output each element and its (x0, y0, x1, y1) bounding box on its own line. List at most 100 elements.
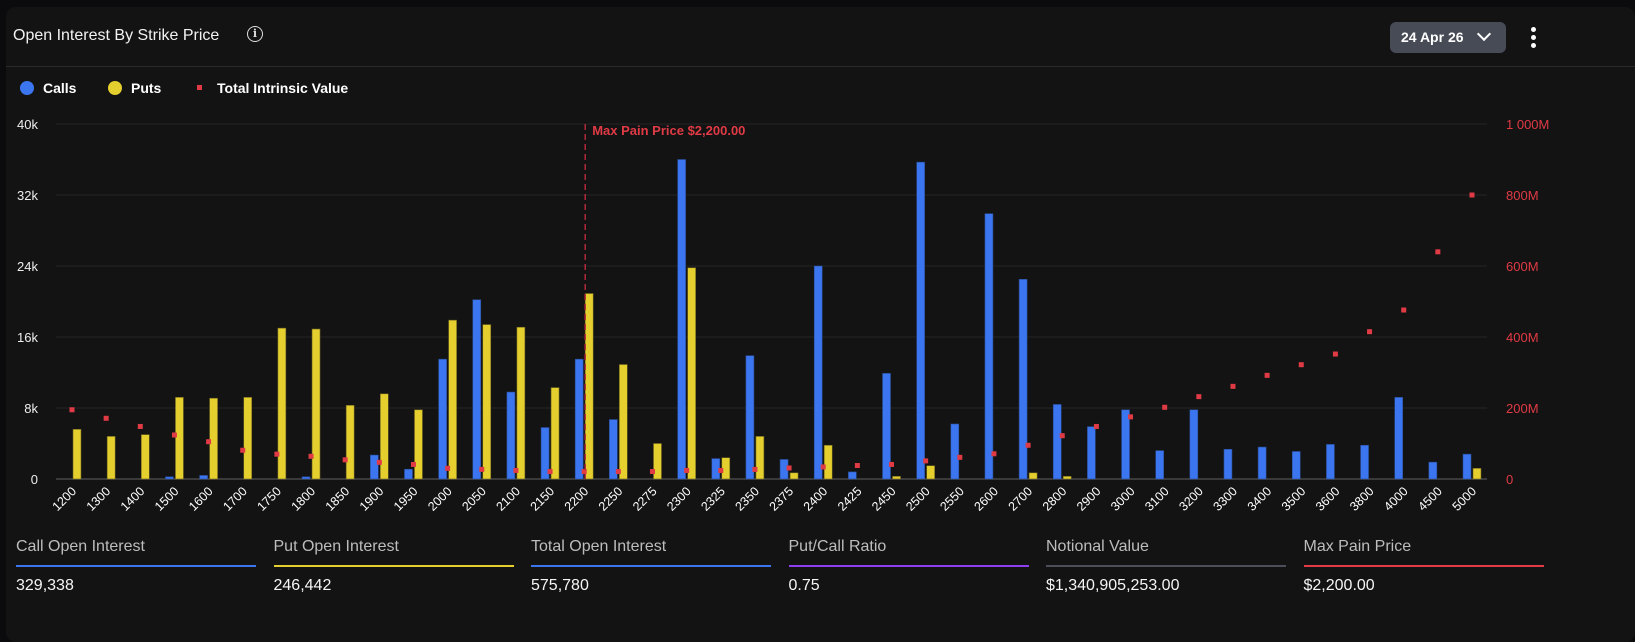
put-bar (243, 397, 253, 480)
calls-dot-icon (20, 81, 34, 95)
put-bar (72, 428, 82, 480)
stat-value: $2,200.00 (1303, 577, 1375, 594)
y-left-tick-label: 32k (17, 188, 38, 203)
call-bar (813, 265, 823, 480)
put-bar (106, 436, 116, 480)
intrinsic-value-point (1230, 383, 1236, 389)
call-bar (950, 423, 960, 480)
x-tick-label: 4000 (1381, 484, 1411, 514)
call-bar (984, 213, 994, 480)
put-bar (175, 397, 184, 480)
call-bar (1394, 397, 1404, 480)
x-tick-label: 2450 (869, 484, 899, 514)
put-bar (550, 387, 560, 480)
x-tick-label: 1950 (391, 484, 421, 514)
stat-underline (273, 565, 514, 567)
intrinsic-value-point (410, 461, 416, 467)
put-bar (345, 405, 355, 480)
stat-call-open-interest: Call Open Interest 329,338 (16, 538, 256, 595)
y-left-tick-label: 0 (31, 472, 38, 487)
put-bar (311, 328, 321, 480)
x-tick-label: 1800 (289, 484, 319, 514)
stat-notional-value: Notional Value $1,340,905,253.00 (1046, 538, 1286, 595)
call-bar (677, 159, 686, 480)
intrinsic-value-point (274, 451, 280, 457)
y-left-tick-label: 8k (24, 401, 38, 416)
info-icon[interactable]: i (247, 26, 263, 42)
intrinsic-value-point (581, 469, 587, 475)
y-left-tick-label: 16k (17, 330, 38, 345)
x-tick-label: 3000 (1108, 484, 1138, 514)
stat-value: 575,780 (531, 577, 589, 594)
put-bar (823, 444, 833, 480)
call-bar (1223, 448, 1233, 480)
intrinsic-value-point (513, 467, 519, 473)
intrinsic-value-point (240, 447, 246, 453)
x-tick-label: 2325 (698, 484, 728, 514)
call-bar (1052, 404, 1062, 480)
intrinsic-value-point (1332, 351, 1338, 357)
stat-value: 329,338 (16, 577, 74, 594)
intrinsic-value-point (1367, 329, 1373, 335)
call-bar (1326, 444, 1335, 480)
intrinsic-value-point (69, 407, 75, 413)
x-tick-label: 1400 (118, 484, 148, 514)
card-title: Open Interest By Strike Price (13, 27, 220, 44)
x-tick-label: 2900 (1074, 484, 1104, 514)
stat-label: Put Open Interest (273, 538, 399, 555)
legend-calls[interactable]: Calls (20, 80, 76, 96)
intrinsic-value-point (991, 451, 997, 457)
intrinsic-value-point (615, 469, 621, 475)
y-left-tick-label: 40k (17, 117, 38, 132)
stat-underline (788, 565, 1029, 567)
put-bar (380, 393, 389, 480)
expiry-date-dropdown[interactable]: 24 Apr 26 (1390, 22, 1506, 53)
x-tick-label: 1200 (50, 484, 80, 514)
x-tick-label: 2100 (493, 484, 523, 514)
stat-put-call-ratio: Put/Call Ratio 0.75 (788, 538, 1029, 595)
put-bar (653, 443, 662, 480)
intrinsic-value-point (1128, 414, 1134, 420)
stat-max-pain-price: Max Pain Price $2,200.00 (1303, 538, 1544, 595)
y-right-tick-label: 600M (1506, 259, 1539, 274)
more-options-icon[interactable] (1531, 27, 1537, 49)
x-tick-label: 2600 (972, 484, 1002, 514)
call-bar (1428, 461, 1438, 480)
call-bar (1291, 451, 1301, 480)
call-bar (506, 391, 516, 480)
call-bar (609, 419, 618, 480)
intrinsic-value-point (547, 469, 553, 475)
x-tick-label: 2700 (1006, 484, 1036, 514)
put-bar (482, 324, 492, 480)
x-tick-label: 5000 (1450, 484, 1480, 514)
x-tick-label: 3500 (1279, 484, 1309, 514)
x-tick-label: 2425 (835, 484, 865, 514)
legend-puts[interactable]: Puts (108, 80, 161, 96)
legend-intrinsic[interactable]: Total Intrinsic Value (197, 80, 348, 96)
intrinsic-value-point (1196, 394, 1202, 400)
intrinsic-value-point (103, 415, 109, 421)
x-tick-label: 4500 (1415, 484, 1445, 514)
intrinsic-value-point (923, 458, 929, 464)
call-bar (1018, 279, 1028, 480)
put-bar (755, 436, 765, 480)
stat-value: 246,442 (273, 577, 332, 594)
intrinsic-value-point (342, 457, 348, 463)
intrinsic-value-point (1401, 307, 1407, 313)
put-bar (789, 472, 799, 480)
stat-label: Notional Value (1046, 538, 1149, 555)
call-bar (540, 427, 550, 480)
x-tick-label: 3100 (1142, 484, 1172, 514)
put-bar (1472, 468, 1482, 480)
stat-total-open-interest: Total Open Interest 575,780 (531, 538, 771, 595)
stat-label: Total Open Interest (531, 538, 667, 555)
y-right-tick-label: 800M (1506, 188, 1539, 203)
put-bar (140, 434, 150, 480)
intrinsic-value-point (171, 432, 177, 438)
call-bar (472, 299, 482, 480)
stat-value: $1,340,905,253.00 (1046, 577, 1180, 594)
x-tick-label: 2350 (732, 484, 762, 514)
put-bar (619, 364, 628, 480)
intrinsic-value-point (1469, 192, 1475, 198)
put-bar (414, 409, 423, 480)
